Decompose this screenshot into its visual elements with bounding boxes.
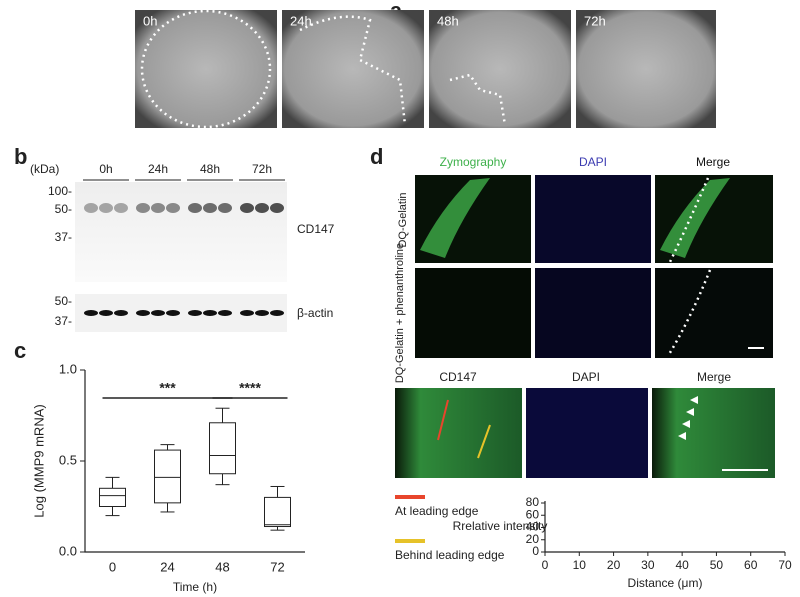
marker-label: 37- <box>55 314 72 328</box>
band <box>255 310 269 316</box>
band <box>255 203 269 213</box>
column-label: Merge <box>696 155 730 169</box>
column-label: Merge <box>697 370 731 384</box>
y-tick-label: 80 <box>526 495 540 509</box>
band <box>84 310 98 316</box>
axis <box>544 501 785 553</box>
column-label: CD147 <box>439 370 477 384</box>
band <box>218 203 232 213</box>
band <box>203 203 217 213</box>
y-tick-label: 0.0 <box>59 543 77 558</box>
band <box>99 310 113 316</box>
protein-label: CD147 <box>297 222 335 236</box>
box <box>99 487 126 507</box>
band <box>84 203 98 213</box>
y-tick-label: 60 <box>526 507 540 521</box>
y-tick-label: 0.5 <box>59 452 77 467</box>
x-tick-label: 50 <box>710 558 724 572</box>
band <box>136 203 150 213</box>
marker-label: 37- <box>55 230 72 244</box>
x-tick-label: 40 <box>675 558 689 572</box>
y-axis-label: Log (MMP9 mRNA) <box>31 404 46 517</box>
unit-label: (kDa) <box>30 162 59 176</box>
row-label: DQ-Gelatin <box>397 192 409 247</box>
x-tick-label: 20 <box>607 558 621 572</box>
image-label: 24h <box>290 13 312 28</box>
lane-label: 72h <box>252 162 272 176</box>
panel-label: d <box>370 144 383 169</box>
lane-label: 0h <box>99 162 112 176</box>
image-label: 0h <box>143 13 157 28</box>
marker-label: 50- <box>55 294 72 308</box>
band <box>240 203 254 213</box>
band <box>151 310 165 316</box>
band <box>218 310 232 316</box>
band <box>114 310 128 316</box>
significance-label: **** <box>239 380 261 396</box>
band <box>99 203 113 213</box>
box <box>209 422 236 475</box>
band <box>151 203 165 213</box>
image-label: 48h <box>437 13 459 28</box>
y-tick-label: 1.0 <box>59 361 77 376</box>
x-tick-label: 72 <box>270 559 284 574</box>
band <box>188 310 202 316</box>
row-label: DQ-Gelatin + phenanthroline <box>394 243 406 383</box>
x-tick-label: 0 <box>109 559 116 574</box>
box <box>154 449 181 504</box>
protein-label: β-actin <box>297 306 333 320</box>
x-tick-label: 30 <box>641 558 655 572</box>
panel-a-images <box>135 9 716 129</box>
x-tick-label: 0 <box>542 558 549 572</box>
band <box>136 310 150 316</box>
lane-label: 48h <box>200 162 220 176</box>
significance-label: *** <box>159 380 176 396</box>
column-label: Zymography <box>440 155 507 169</box>
y-tick-label: 0 <box>532 544 539 558</box>
marker-label: 50- <box>55 202 72 216</box>
y-axis-label: Rrelative intensity <box>453 519 548 533</box>
band <box>188 203 202 213</box>
legend-label: Behind leading edge <box>395 548 505 562</box>
band <box>240 310 254 316</box>
y-tick-label: 40 <box>526 520 540 534</box>
column-label: DAPI <box>579 155 607 169</box>
x-axis-label: Time (h) <box>173 580 217 594</box>
panel-label: c <box>14 338 26 363</box>
marker-label: 100- <box>48 184 72 198</box>
band <box>203 310 217 316</box>
box <box>264 496 291 528</box>
x-tick-label: 10 <box>573 558 587 572</box>
x-tick-label: 70 <box>778 558 792 572</box>
x-tick-label: 60 <box>744 558 758 572</box>
band <box>166 310 180 316</box>
image-label: 72h <box>584 13 606 28</box>
band <box>114 203 128 213</box>
panel-label: b <box>14 144 27 169</box>
band <box>270 310 284 316</box>
lane-label: 24h <box>148 162 168 176</box>
band <box>270 203 284 213</box>
legend-label: At leading edge <box>395 504 479 518</box>
column-label: DAPI <box>572 370 600 384</box>
y-tick-label: 20 <box>526 532 540 546</box>
x-tick-label: 24 <box>160 559 174 574</box>
band <box>166 203 180 213</box>
panel-d-images <box>395 175 775 478</box>
blot-image <box>75 182 287 282</box>
x-axis-label: Distance (μm) <box>628 576 703 590</box>
x-tick-label: 48 <box>215 559 229 574</box>
